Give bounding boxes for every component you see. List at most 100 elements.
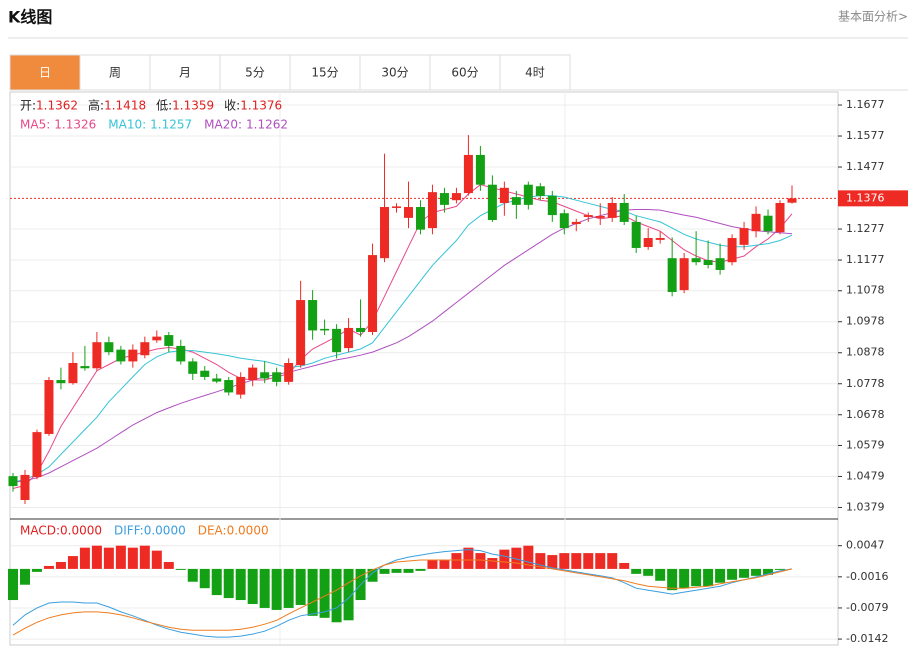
macd-bar [727, 568, 738, 580]
tab-label[interactable]: 周 [109, 66, 121, 80]
macd-bar [271, 568, 282, 610]
y-tick-label: 1.1477 [846, 160, 885, 173]
tab-label[interactable]: 15分 [311, 66, 338, 80]
legend-text: 1.1418 [104, 99, 146, 113]
legend-text: 收: [224, 99, 240, 113]
candle-body [296, 300, 306, 366]
candle-body [535, 186, 545, 196]
legend-text: 1.1359 [172, 99, 214, 113]
tab[interactable] [289, 54, 361, 91]
macd-bar [19, 568, 30, 585]
macd-bar [379, 568, 390, 574]
chart-frame [9, 91, 839, 646]
macd-bar [583, 553, 594, 569]
macd-bar [643, 568, 654, 576]
tab-label[interactable]: 月 [179, 66, 191, 80]
macd-bar [559, 553, 570, 569]
macd-bar [67, 556, 78, 569]
candle-body [284, 362, 294, 382]
tab-label[interactable]: 4时 [525, 66, 545, 80]
candle-body [164, 335, 174, 346]
macd-bar [535, 553, 546, 569]
macd-bar [295, 568, 306, 605]
macd-bar [451, 553, 462, 569]
macd-bar [427, 560, 438, 569]
candle-body [248, 367, 258, 381]
candle-body [583, 215, 593, 217]
macd-bar [343, 568, 354, 621]
tab[interactable] [79, 54, 151, 91]
macd-bar [91, 545, 102, 569]
macd-bar [235, 568, 246, 601]
candle-body [631, 221, 641, 248]
y-tick-label: 1.0878 [846, 346, 885, 359]
macd-bar [607, 553, 618, 569]
y-tick-label: 1.1577 [846, 129, 885, 142]
candle-body [32, 432, 42, 478]
candle-body [200, 370, 210, 377]
candle-body [20, 474, 30, 501]
tab-label[interactable]: 5分 [245, 66, 265, 80]
macd-bar [751, 568, 762, 576]
macd-bar [43, 565, 54, 569]
legend-text: DEA: [198, 524, 227, 538]
candle-body [559, 213, 569, 229]
macd-bar [163, 561, 174, 569]
macd-bar [415, 568, 426, 571]
legend-text: 高: [88, 98, 104, 113]
y-tick-label: 1.0778 [846, 377, 885, 390]
tab-label[interactable]: 60分 [451, 66, 478, 80]
y-tick-label: 1.0579 [846, 438, 885, 451]
macd-bar [703, 568, 714, 587]
candle-body [116, 349, 126, 362]
macd-bar [391, 568, 402, 573]
tab-label[interactable]: 30分 [381, 66, 408, 80]
candle-body [427, 192, 437, 229]
candle-body [787, 198, 797, 203]
candle-body [260, 372, 270, 379]
macd-bar [283, 568, 294, 608]
macd-bar [547, 555, 558, 569]
y-tick-label: 0.0047 [846, 539, 885, 552]
tab[interactable] [499, 54, 571, 91]
legend-text: 0.0000 [144, 524, 186, 538]
candle-body [80, 366, 90, 369]
macd-bar [775, 568, 786, 570]
legend-text: MA20: [204, 118, 242, 132]
macd-bar [511, 547, 522, 569]
macd-bar [763, 568, 774, 575]
candle-body [667, 258, 677, 292]
macd-bar [463, 547, 474, 569]
tab[interactable] [149, 54, 221, 91]
ma-line [12, 209, 793, 483]
macd-bar [403, 568, 414, 573]
candle-body [643, 238, 653, 248]
macd-bar [667, 568, 678, 591]
legend-text: 低: [156, 99, 172, 113]
fundamental-link[interactable]: 基本面分析> [838, 10, 908, 24]
candle-body [607, 202, 617, 218]
tab[interactable] [429, 54, 501, 91]
candle-body [451, 193, 461, 201]
tab-label[interactable]: 日 [39, 66, 51, 80]
legend-text: 1.1326 [54, 118, 96, 132]
y-tick-label: 1.0379 [846, 500, 885, 513]
macd-bar [523, 545, 534, 569]
tab[interactable] [219, 54, 291, 91]
candle-body [715, 258, 725, 270]
legend-text: 1.1262 [246, 118, 288, 132]
candle-body [523, 184, 533, 205]
ma-line [12, 184, 793, 489]
ma-line [12, 195, 793, 483]
macd-bar [571, 553, 582, 569]
macd-bar [151, 550, 162, 569]
macd-bar [499, 549, 510, 569]
current-price-box [838, 190, 908, 207]
macd-line [12, 549, 793, 638]
candle-body [380, 207, 390, 259]
candle-body [655, 238, 665, 240]
y-tick-label: 1.0479 [846, 469, 885, 482]
legend-text: 1.1257 [150, 118, 192, 132]
macd-line [12, 559, 793, 636]
tab[interactable] [9, 54, 81, 91]
